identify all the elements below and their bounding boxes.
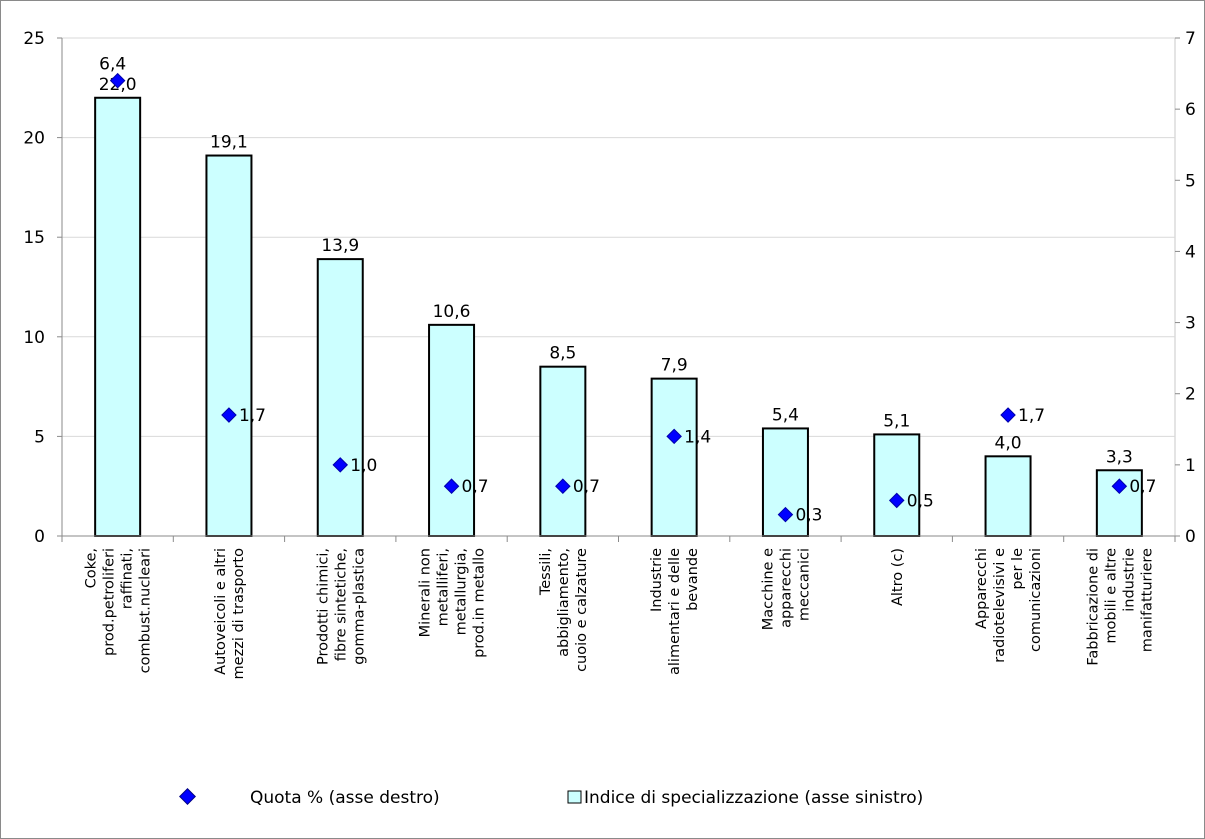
category-label-line: metallurgia, [454, 548, 470, 635]
right-axis-tick-label: 1 [1185, 456, 1196, 476]
marker [109, 72, 126, 89]
legend-label-quota: Quota % (asse destro) [250, 788, 440, 808]
marker [443, 478, 460, 494]
right-axis-tick-label: 7 [1185, 29, 1196, 49]
left-axis-tick-label: 5 [34, 427, 45, 447]
marker-data-label: 0,7 [462, 477, 489, 497]
category-label-line: radiotelevisivi e [992, 548, 1008, 663]
bar [650, 377, 698, 537]
bar-data-label: 7,9 [661, 356, 688, 376]
category-label-line: alimentari e delle [667, 548, 683, 675]
right-axis-tick-labels: 0 1 2 3 4 5 6 7 [1185, 29, 1196, 547]
category-label-line: mobili e altre [1103, 548, 1119, 644]
bar [539, 365, 587, 537]
bar-data-label: 3,3 [1106, 447, 1133, 467]
right-axis-tick-label: 4 [1185, 242, 1196, 262]
legend: Quota % (asse destro) Indice di speciali… [179, 788, 923, 808]
category-label-line: abbigliamento, [556, 548, 572, 657]
category-label-line: Coke, [84, 548, 100, 588]
legend-marker-diamond [179, 788, 196, 805]
left-axis-tick-label: 15 [23, 228, 45, 248]
bar-data-label: 19,1 [210, 133, 248, 153]
category-label-line: prod.petroliferi [102, 548, 118, 656]
category-label-line: Altro (c) [890, 548, 906, 606]
legend-marker-bar [567, 790, 582, 804]
category-label-line: mezzi di trasporto [231, 548, 247, 680]
marker-data-label: 1,0 [350, 456, 377, 476]
marker-data-label: 1,4 [684, 427, 711, 447]
marker [1111, 478, 1128, 494]
marker-data-labels: 6,4 1,7 1,0 0,7 0,7 1,4 0,3 0,5 1,7 0,7 [99, 55, 1156, 526]
category-label-line: bevande [685, 548, 701, 611]
marker-data-label: 0,7 [573, 477, 600, 497]
category-label-line: Apparecchi [974, 548, 990, 629]
axes [57, 37, 1180, 542]
category-label-line: comunicazioni [1028, 548, 1044, 652]
marker [1000, 407, 1016, 423]
bar [873, 433, 921, 537]
right-axis-tick-label: 2 [1185, 385, 1196, 405]
category-label-line: Minerali non [418, 548, 434, 637]
category-label-line: apparecchi [778, 548, 794, 628]
bar [984, 455, 1032, 538]
right-axis-tick-label: 6 [1185, 100, 1196, 120]
right-axis-tick-label: 0 [1185, 527, 1196, 547]
bar-data-label: 5,1 [883, 411, 910, 431]
category-label-line: per le [1010, 548, 1026, 590]
category-label-line: Fabbricazione di [1085, 548, 1101, 666]
category-label-line: gomma-plastica [351, 548, 367, 665]
marker [777, 506, 794, 523]
marker-series [109, 72, 1128, 523]
bar [94, 96, 142, 537]
category-label-line: Tessili, [538, 548, 554, 596]
marker [221, 407, 237, 423]
category-label-line: metalliferi, [436, 548, 452, 626]
category-label-line: manifatturiere [1139, 548, 1155, 652]
right-axis-tick-label: 3 [1185, 314, 1196, 334]
left-axis-tick-labels: 0 5 10 15 20 25 [23, 29, 45, 547]
bar [428, 323, 476, 537]
category-label-line: fibre sintetiche, [333, 548, 349, 661]
marker-data-label: 6,4 [99, 55, 126, 75]
category-label-line: Industrie [649, 548, 665, 612]
category-label-line: Macchine e [760, 548, 776, 630]
left-axis-tick-label: 0 [34, 527, 45, 547]
bar-data-label: 8,5 [549, 344, 576, 364]
category-label-line: Prodotti chimici, [315, 548, 331, 665]
category-axis-labels: Coke, prod.petroliferi raffinati, combust.n… [84, 548, 1156, 680]
marker-data-label: 1,7 [1018, 406, 1045, 426]
bar-data-label: 10,6 [433, 302, 471, 322]
marker [555, 478, 571, 494]
bar-data-label: 5,4 [772, 405, 799, 425]
marker-data-label: 0,7 [1129, 477, 1156, 497]
marker [666, 428, 682, 445]
category-label-line: prod.in metallo [472, 548, 488, 658]
category-label-line: meccanici [796, 548, 812, 621]
marker-data-label: 0,3 [795, 506, 822, 526]
left-axis-tick-label: 25 [23, 29, 45, 49]
bar-data-label: 4,0 [995, 433, 1022, 453]
bar [205, 154, 253, 537]
legend-label-indice: Indice di specializzazione (asse sinistr… [584, 788, 923, 808]
marker [332, 457, 349, 473]
bar-data-label: 13,9 [321, 236, 359, 256]
left-axis-tick-label: 20 [23, 129, 45, 149]
marker-data-label: 0,5 [907, 491, 934, 511]
category-label-line: Autoveicoli e altri [213, 548, 229, 675]
category-label-line: raffinati, [120, 548, 136, 609]
bar [316, 258, 364, 537]
right-axis-tick-label: 5 [1185, 171, 1196, 191]
category-label-line: combust.nucleari [138, 548, 154, 673]
marker [888, 492, 905, 509]
category-label-line: cuoio e calzature [574, 548, 590, 672]
left-axis-tick-label: 10 [23, 328, 45, 348]
marker-data-label: 1,7 [239, 406, 266, 426]
bar-series [94, 96, 1143, 538]
category-label-line: industrie [1121, 548, 1137, 612]
